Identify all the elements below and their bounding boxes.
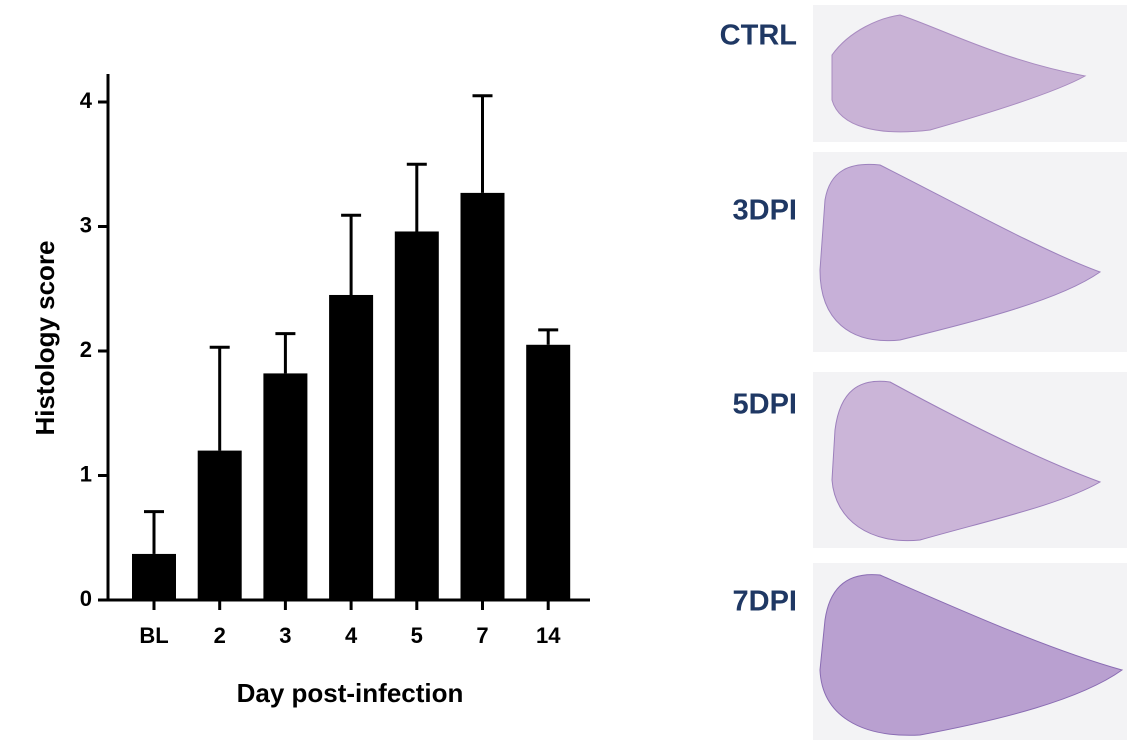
lung-section (819, 163, 1102, 342)
y-axis-title: Histology score (30, 240, 60, 435)
y-tick-label: 4 (80, 88, 93, 113)
panel-label: 3DPI (733, 195, 797, 227)
lung-section (819, 574, 1124, 736)
panel-label: 5DPI (733, 389, 797, 421)
lung-section (831, 380, 1102, 542)
x-tick-label: 5 (411, 623, 423, 648)
x-tick-label: 7 (476, 623, 488, 648)
y-tick-label: 1 (80, 461, 92, 486)
bar (132, 553, 176, 600)
lung-section (831, 14, 1087, 133)
panel-label: 7DPI (733, 586, 797, 618)
bar (263, 373, 308, 600)
bar (197, 450, 242, 600)
x-tick-label: 14 (536, 623, 561, 648)
image-panels (813, 5, 1127, 740)
panel-label: CTRL (720, 20, 797, 52)
y-tick-label: 0 (80, 586, 92, 611)
y-tick-label: 2 (80, 337, 92, 362)
x-tick-label: BL (139, 623, 168, 648)
x-tick-label: 3 (279, 623, 291, 648)
bar (394, 231, 439, 601)
bar (526, 344, 571, 600)
x-axis-title: Day post-infection (237, 678, 464, 708)
bar (329, 294, 374, 600)
bar (460, 192, 505, 600)
x-tick-label: 4 (345, 623, 358, 648)
y-tick-label: 3 (80, 212, 92, 237)
x-tick-label: 2 (214, 623, 226, 648)
